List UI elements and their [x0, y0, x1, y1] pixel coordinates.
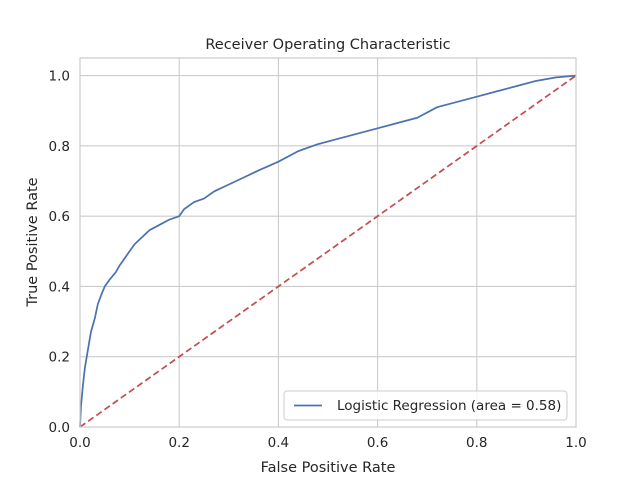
legend: Logistic Regression (area = 0.58) [283, 390, 568, 421]
x-tick-label: 0.0 [69, 435, 90, 451]
tick-labels: 0.0 0.2 0.4 0.6 0.8 1.0 0.0 0.2 0.4 0.6 0.8 1.0 [49, 69, 587, 451]
chart-title: Receiver Operating Characteristic [205, 37, 450, 53]
chance-diagonal-line [79, 74, 577, 428]
x-tick-label: 0.4 [268, 435, 289, 451]
legend-label-logistic: Logistic Regression (area = 0.58) [337, 398, 561, 414]
roc-curve-line [79, 74, 577, 428]
y-tick-label: 0.8 [49, 139, 70, 155]
y-tick-label: 0.0 [49, 420, 70, 436]
grid [80, 58, 576, 427]
y-tick-label: 0.2 [49, 350, 70, 366]
axes-frame [79, 57, 577, 428]
y-axis-label: True Positive Rate [25, 177, 41, 307]
y-tick-label: 1.0 [49, 69, 70, 85]
x-tick-label: 1.0 [565, 435, 586, 451]
x-tick-label: 0.2 [168, 435, 189, 451]
plot-area [80, 58, 576, 427]
y-tick-label: 0.6 [49, 209, 70, 225]
x-tick-label: 0.8 [466, 435, 487, 451]
x-axis-label: False Positive Rate [261, 460, 396, 476]
x-tick-label: 0.6 [367, 435, 388, 451]
y-tick-label: 0.4 [49, 279, 70, 295]
legend-box [283, 390, 568, 421]
series-layer [79, 74, 577, 428]
